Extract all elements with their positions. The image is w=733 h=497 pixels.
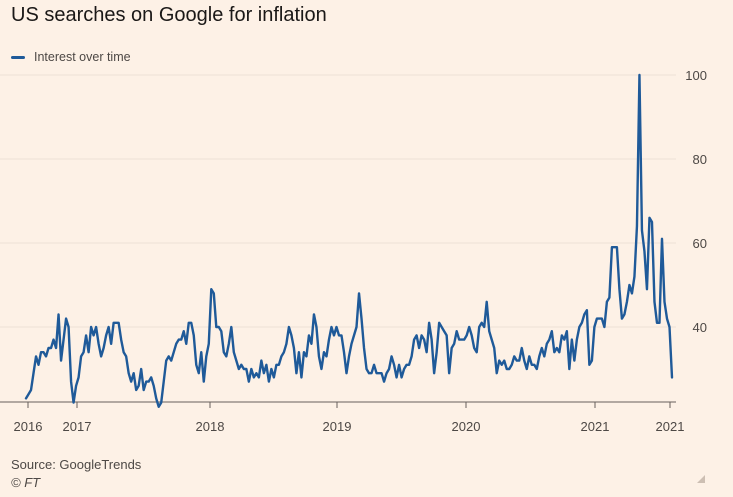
legend: Interest over time [11, 50, 131, 64]
x-tick-label-3: 2019 [323, 419, 352, 434]
y-tick-label-80: 80 [693, 152, 707, 167]
y-axis-labels: 40 60 80 100 [685, 68, 707, 335]
source-note: Source: GoogleTrends [11, 457, 142, 472]
x-tick-label-1: 2017 [63, 419, 92, 434]
series-layer [24, 73, 674, 408]
gridlines [0, 74, 676, 328]
y-tick-label-100: 100 [685, 68, 707, 83]
chart-title: US searches on Google for inflation [11, 4, 327, 26]
x-axis: 2016 2017 2018 2019 2020 2021 2021 [0, 401, 685, 434]
legend-swatch-interest-over-time [11, 55, 25, 59]
series-line-0 [24, 73, 674, 408]
y-tick-label-60: 60 [693, 236, 707, 251]
resize-corner-icon [697, 475, 705, 483]
x-tick-label-5: 2021 [581, 419, 610, 434]
y-tick-label-40: 40 [693, 320, 707, 335]
legend-label-interest-over-time: Interest over time [34, 50, 131, 64]
x-tick-label-2: 2018 [196, 419, 225, 434]
credit-note: © FT [11, 475, 41, 490]
x-tick-label-6: 2021 [656, 419, 685, 434]
x-tick-label-0: 2016 [14, 419, 43, 434]
x-tick-label-4: 2020 [452, 419, 481, 434]
